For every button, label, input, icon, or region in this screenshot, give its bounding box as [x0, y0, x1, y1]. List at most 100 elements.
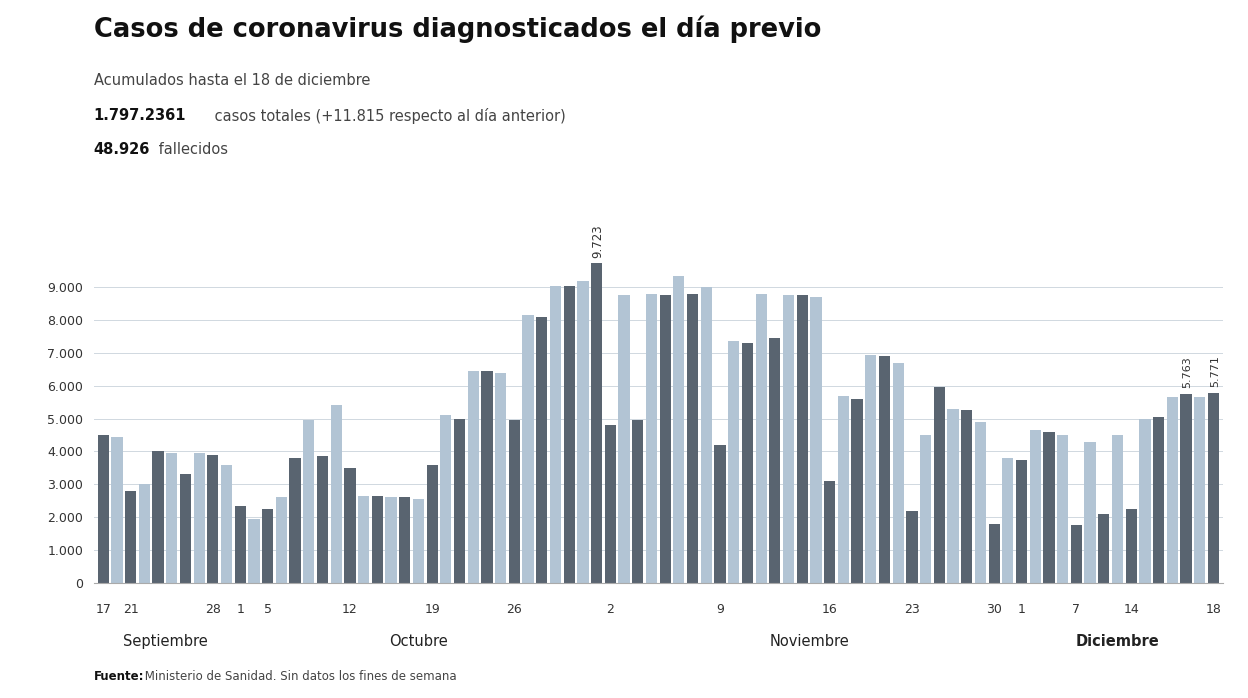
Text: 21: 21 — [122, 602, 139, 616]
Bar — [441, 415, 452, 583]
Bar — [152, 452, 163, 583]
Bar — [1098, 514, 1109, 583]
Text: Ministerio de Sanidad. Sin datos los fines de semana: Ministerio de Sanidad. Sin datos los fin… — [141, 669, 457, 683]
Bar — [578, 281, 589, 583]
Bar — [769, 338, 780, 583]
Text: Diciembre: Diciembre — [1076, 634, 1159, 648]
Text: 30: 30 — [986, 602, 1002, 616]
Text: Septiembre: Septiembre — [122, 634, 207, 648]
Bar — [1071, 526, 1082, 583]
Bar — [564, 285, 575, 583]
Bar — [331, 406, 342, 583]
Bar — [700, 287, 711, 583]
Bar — [372, 496, 383, 583]
Text: 16: 16 — [821, 602, 837, 616]
Bar — [1085, 442, 1096, 583]
Bar — [207, 454, 218, 583]
Bar — [125, 491, 136, 583]
Bar — [276, 498, 287, 583]
Bar — [495, 373, 507, 583]
Bar — [673, 276, 684, 583]
Bar — [659, 295, 670, 583]
Bar — [509, 420, 520, 583]
Bar — [1139, 419, 1151, 583]
Bar — [221, 465, 232, 583]
Bar — [837, 396, 849, 583]
Bar — [619, 295, 630, 583]
Bar — [920, 435, 931, 583]
Text: Octubre: Octubre — [389, 634, 448, 648]
Bar — [454, 419, 466, 583]
Text: 2: 2 — [607, 602, 614, 616]
Bar — [482, 371, 493, 583]
Text: 17: 17 — [95, 602, 111, 616]
Bar — [97, 435, 109, 583]
Bar — [934, 387, 945, 583]
Bar — [413, 499, 424, 583]
Text: 26: 26 — [507, 602, 522, 616]
Bar — [111, 437, 122, 583]
Bar — [906, 510, 917, 583]
Bar — [975, 422, 986, 583]
Bar — [290, 458, 301, 583]
Bar — [879, 356, 890, 583]
Bar — [248, 519, 260, 583]
Bar — [686, 294, 698, 583]
Text: 1: 1 — [1017, 602, 1026, 616]
Text: Noviembre: Noviembre — [769, 634, 849, 648]
Text: Acumulados hasta el 18 de diciembre: Acumulados hasta el 18 de diciembre — [94, 73, 369, 88]
Bar — [592, 263, 603, 583]
Text: 5: 5 — [263, 602, 272, 616]
Bar — [166, 453, 177, 583]
Text: 19: 19 — [424, 602, 441, 616]
Bar — [317, 456, 328, 583]
Text: 1: 1 — [236, 602, 245, 616]
Bar — [988, 524, 1000, 583]
Text: 9: 9 — [716, 602, 724, 616]
Text: Fuente:: Fuente: — [94, 669, 144, 683]
Bar — [344, 468, 356, 583]
Bar — [1002, 458, 1013, 583]
Bar — [358, 496, 369, 583]
Bar — [1167, 397, 1178, 583]
Bar — [1030, 430, 1041, 583]
Bar — [741, 343, 753, 583]
Bar — [755, 294, 766, 583]
Text: 28: 28 — [205, 602, 221, 616]
Bar — [892, 363, 904, 583]
Bar — [468, 371, 479, 583]
Text: 5.763: 5.763 — [1182, 356, 1192, 387]
Bar — [139, 484, 150, 583]
Bar — [1016, 460, 1027, 583]
Text: 5.771: 5.771 — [1209, 355, 1219, 387]
Bar — [1181, 394, 1192, 583]
Text: fallecidos: fallecidos — [154, 142, 227, 156]
Text: 48.926: 48.926 — [94, 142, 150, 156]
Text: 12: 12 — [342, 602, 358, 616]
Bar — [728, 341, 739, 583]
Text: 7: 7 — [1072, 602, 1081, 616]
Bar — [1194, 397, 1206, 583]
Bar — [303, 420, 314, 583]
Bar — [235, 505, 246, 583]
Bar — [427, 465, 438, 583]
Bar — [262, 509, 273, 583]
Text: Casos de coronavirus diagnosticados el día previo: Casos de coronavirus diagnosticados el d… — [94, 15, 821, 43]
Text: 14: 14 — [1123, 602, 1139, 616]
Text: 9.723: 9.723 — [592, 224, 604, 258]
Bar — [180, 475, 191, 583]
Text: casos totales (+11.815 respecto al día anterior): casos totales (+11.815 respecto al día a… — [210, 108, 565, 124]
Bar — [550, 285, 562, 583]
Bar — [714, 445, 725, 583]
Bar — [824, 481, 835, 583]
Bar — [1153, 417, 1164, 583]
Text: 23: 23 — [904, 602, 920, 616]
Bar — [782, 295, 794, 583]
Bar — [646, 294, 658, 583]
Bar — [523, 315, 534, 583]
Bar — [947, 409, 958, 583]
Bar — [810, 297, 821, 583]
Bar — [851, 399, 862, 583]
Bar — [537, 317, 548, 583]
Text: 1.797.2361: 1.797.2361 — [94, 108, 186, 123]
